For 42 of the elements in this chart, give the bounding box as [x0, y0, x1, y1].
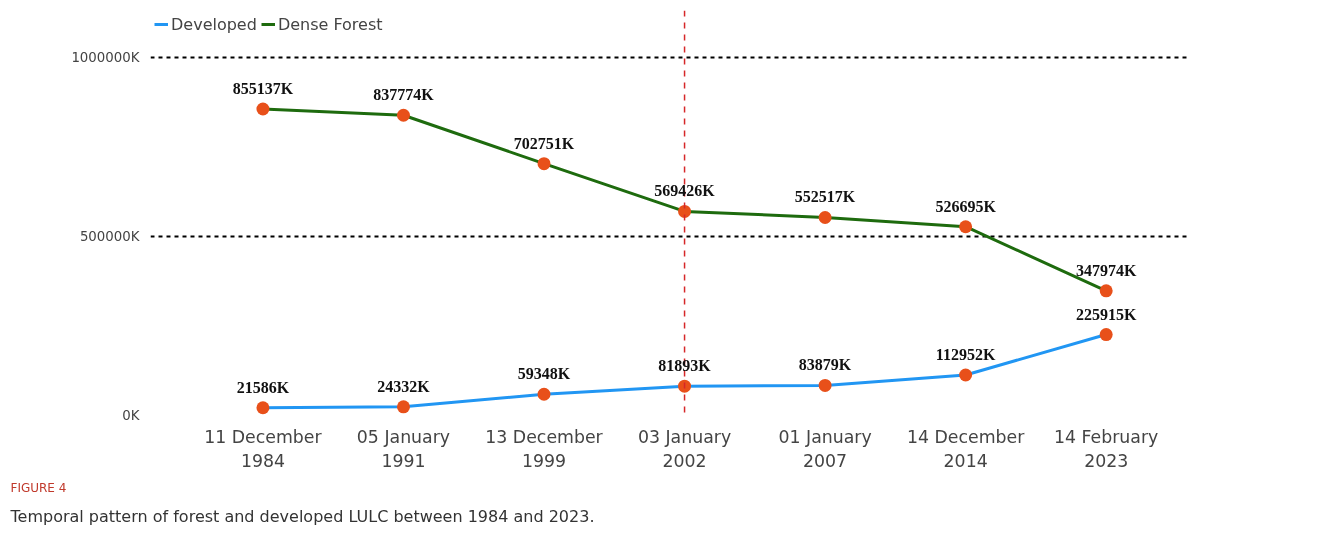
data-label: 59348K	[517, 365, 571, 383]
point	[959, 220, 973, 234]
point	[537, 157, 551, 171]
data-label: 83879K	[798, 356, 852, 374]
y-tick-label: 1000000K	[71, 49, 141, 65]
x-tick-label: 13 December 1999	[485, 426, 604, 471]
point	[1099, 328, 1113, 342]
data-label: 24332K	[377, 377, 431, 395]
data-label: 112952K	[935, 346, 996, 364]
data-label: 225915K	[1075, 305, 1137, 323]
data-label: 569426K	[654, 182, 716, 200]
point	[396, 108, 410, 122]
point	[256, 401, 270, 415]
point	[678, 379, 692, 393]
x-tick-label: 14 December 2014	[906, 426, 1026, 471]
data-label: 855137K	[232, 80, 294, 98]
point	[396, 400, 410, 414]
x-tick-label: 11 December 1984	[204, 426, 323, 471]
y-tick-label: 500000K	[79, 228, 141, 244]
data-label: 526695K	[935, 197, 997, 215]
point	[959, 368, 973, 382]
data-label: 21586K	[236, 378, 290, 396]
x-tick-label: 14 February 2023	[1054, 426, 1159, 471]
legend-label: Developed	[171, 14, 257, 34]
data-label: 702751K	[513, 134, 575, 152]
x-tick-label: 05 January 1991	[356, 426, 451, 471]
point	[537, 387, 551, 401]
x-tick-label: 03 January 2002	[637, 426, 732, 471]
data-label: 552517K	[794, 188, 856, 206]
data-label: 837774K	[373, 86, 435, 104]
y-tick-label: 0K	[122, 408, 141, 423]
caption: FIGURE 4	[10, 480, 67, 495]
point	[1099, 284, 1113, 298]
x-tick-label: 01 January 2007	[778, 426, 872, 471]
point	[818, 378, 832, 392]
data-label: 81893K	[658, 357, 712, 375]
point	[818, 210, 832, 224]
point	[678, 204, 692, 218]
data-label: 347974K	[1075, 261, 1137, 279]
legend-label: Dense Forest	[277, 14, 383, 34]
text: Temporal pattern of forest and developed LULC between 1984 and 2023.	[9, 506, 595, 526]
point	[256, 102, 270, 116]
